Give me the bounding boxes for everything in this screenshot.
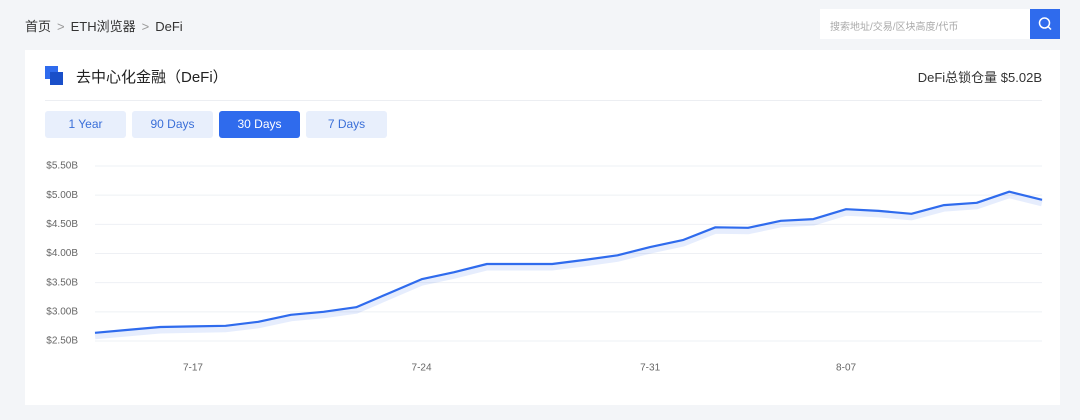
y-tick-label: $4.50B bbox=[46, 219, 78, 230]
search-icon bbox=[1038, 17, 1052, 31]
y-tick-label: $3.50B bbox=[46, 277, 78, 288]
search-box[interactable]: 搜索地址/交易/区块高度/代币 bbox=[820, 9, 1060, 39]
card-icon bbox=[45, 66, 63, 85]
range-tab[interactable]: 1 Year bbox=[45, 111, 126, 138]
breadcrumb-separator: > bbox=[141, 19, 150, 34]
breadcrumb-item: DeFi bbox=[155, 19, 183, 34]
x-tick-label: 7-24 bbox=[412, 363, 432, 374]
line bbox=[94, 190, 1043, 334]
y-tick-label: $5.50B bbox=[46, 161, 78, 172]
divider bbox=[45, 100, 1042, 101]
search-placeholder[interactable]: 搜索地址/交易/区块高度/代币 bbox=[830, 22, 959, 33]
range-tab[interactable]: 7 Days bbox=[306, 111, 387, 138]
line-shadow bbox=[94, 191, 1043, 340]
range-tab[interactable]: 90 Days bbox=[132, 111, 213, 138]
y-tick-label: $4.00B bbox=[46, 248, 78, 259]
x-tick-label: 7-17 bbox=[183, 363, 203, 374]
total-locked: DeFi总锁仓量 $5.02B bbox=[917, 70, 1042, 85]
card-title: 去中心化金融（DeFi） bbox=[76, 69, 228, 86]
breadcrumb-separator: > bbox=[57, 19, 65, 34]
x-tick-label: 8-07 bbox=[836, 363, 856, 374]
breadcrumb-item[interactable]: 首页 bbox=[25, 19, 52, 34]
range-tabs: 1 Year 90 Days 30 Days 7 Days bbox=[45, 111, 393, 138]
breadcrumb: 首页 > ETH浏览器 > DeFi bbox=[25, 16, 189, 35]
card: 去中心化金融（DeFi） DeFi总锁仓量 $5.02B 1 Year 90 Da… bbox=[25, 50, 1060, 405]
y-tick-label: $2.50B bbox=[46, 336, 78, 347]
y-tick-label: $3.00B bbox=[46, 306, 78, 317]
x-tick-label: 7-31 bbox=[640, 363, 660, 374]
y-tick-label: $5.00B bbox=[46, 190, 78, 201]
range-tab[interactable]: 30 Days bbox=[219, 111, 300, 138]
search-button[interactable] bbox=[1030, 9, 1060, 39]
breadcrumb-item[interactable]: ETH浏览器 bbox=[70, 19, 136, 34]
